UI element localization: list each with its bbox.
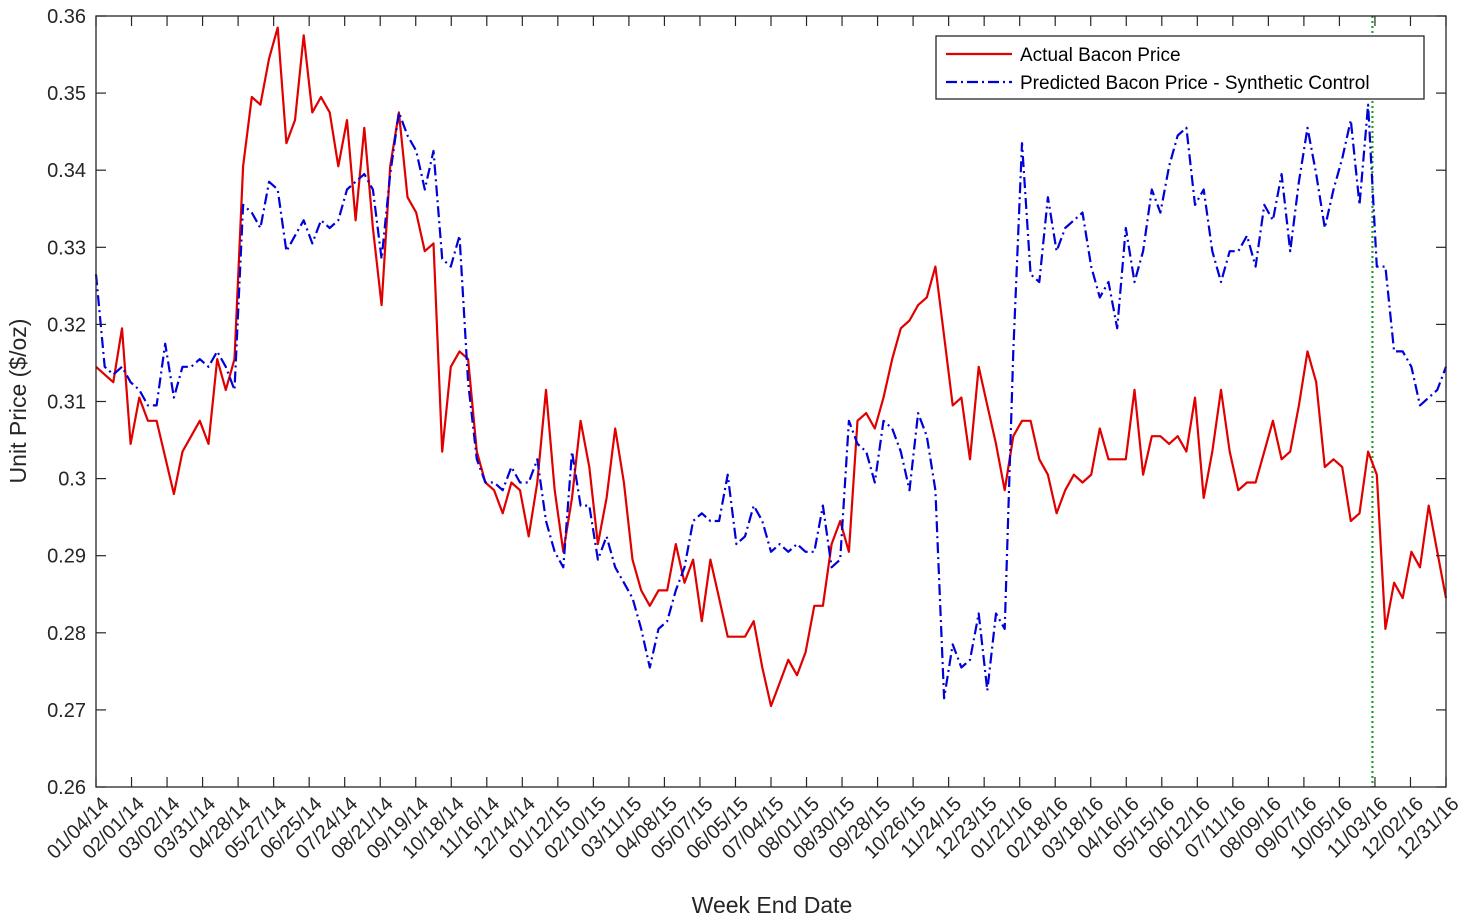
y-tick-label: 0.33	[47, 237, 86, 259]
series-line-actual-bacon-price	[95, 26, 1448, 708]
y-axis-label: Unit Price ($/oz)	[5, 319, 31, 484]
legend-box	[935, 35, 1425, 100]
legend-label: Predicted Bacon Price - Synthetic Contro…	[1020, 73, 1370, 94]
series-line-predicted-bacon-price	[94, 103, 1448, 700]
y-tick-label: 0.32	[47, 314, 86, 336]
legend-label: Actual Bacon Price	[1020, 45, 1181, 66]
plot-background	[96, 16, 1446, 787]
y-tick-label: 0.34	[47, 160, 86, 182]
y-tick-label: 0.27	[47, 700, 86, 722]
y-tick-label: 0.36	[47, 6, 86, 28]
x-axis-label: Week End Date	[692, 892, 853, 918]
plot-area	[96, 16, 1446, 787]
y-tick-label: 0.35	[47, 83, 86, 105]
y-tick-label: 0.26	[47, 777, 86, 799]
y-tick-label: 0.29	[47, 546, 86, 568]
y-tick-label: 0.28	[47, 623, 86, 645]
series-layer	[94, 26, 1448, 708]
legend: Actual Bacon Price Predicted Bacon Price …	[935, 35, 1425, 100]
y-tick-label: 0.31	[47, 392, 86, 414]
y-tick-label: 0.3	[58, 469, 86, 491]
